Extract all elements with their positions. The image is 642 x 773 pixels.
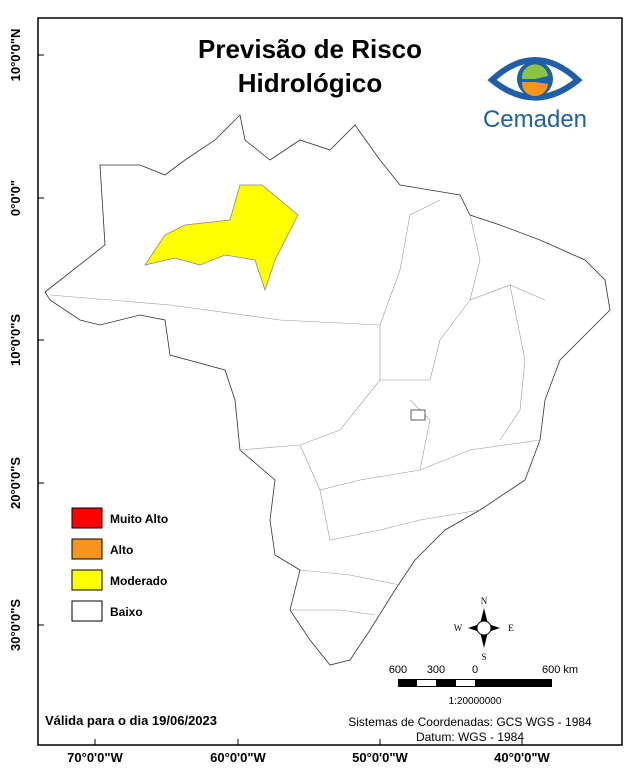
longitude-label: 60°0'0"W bbox=[210, 750, 266, 765]
compass-label: E bbox=[508, 623, 514, 633]
graticule-labels: 10°0'0"N 0°0'0" 10°0'0"S 20°0'0"S 30°0'0"S 70… bbox=[8, 29, 551, 765]
legend: Muito Alto Alto Moderado Baixo bbox=[71, 507, 168, 622]
scale-label: 0 bbox=[472, 664, 478, 676]
latitude-label: 0°0'0" bbox=[8, 180, 23, 216]
logo-text: Cemaden bbox=[483, 106, 587, 133]
country-map bbox=[44, 114, 611, 666]
title-line: Hidrológico bbox=[238, 68, 382, 98]
compass: N S E W bbox=[454, 596, 515, 662]
coordinate-system: Sistemas de Coordenadas: GCS WGS - 1984 bbox=[348, 715, 592, 729]
legend-swatch bbox=[71, 600, 103, 622]
legend-label: Muito Alto bbox=[110, 512, 168, 526]
scale-ratio: 1:20000000 bbox=[449, 696, 502, 707]
longitude-label: 50°0'0"W bbox=[352, 750, 408, 765]
title-line: Previsão de Risco bbox=[198, 34, 422, 64]
longitude-label: 40°0'0"W bbox=[494, 750, 550, 765]
scale-bar: 600 300 0 600 km 1:20000000 bbox=[389, 664, 578, 707]
latitude-label: 10°0'0"S bbox=[8, 314, 23, 366]
latitude-label: 20°0'0"S bbox=[8, 457, 23, 509]
validity-date: Válida para o dia 19/06/2023 bbox=[45, 713, 217, 728]
latitude-label: 30°0'0"S bbox=[8, 599, 23, 651]
legend-label: Baixo bbox=[110, 605, 143, 619]
scale-label: 600 bbox=[389, 664, 407, 676]
longitude-label: 70°0'0"W bbox=[67, 750, 123, 765]
legend-swatch bbox=[71, 538, 103, 560]
legend-label: Moderado bbox=[110, 574, 167, 588]
legend-swatch bbox=[71, 507, 103, 529]
scale-label: 600 km bbox=[542, 664, 578, 676]
legend-swatch bbox=[71, 569, 103, 591]
scale-label: 300 bbox=[427, 664, 445, 676]
legend-label: Alto bbox=[110, 543, 133, 557]
compass-label: W bbox=[454, 623, 463, 633]
compass-label: N bbox=[481, 596, 488, 606]
logo: Cemaden bbox=[483, 57, 587, 133]
compass-label: S bbox=[481, 652, 486, 662]
datum: Datum: WGS - 1984 bbox=[416, 730, 524, 744]
latitude-label: 10°0'0"N bbox=[8, 29, 23, 82]
